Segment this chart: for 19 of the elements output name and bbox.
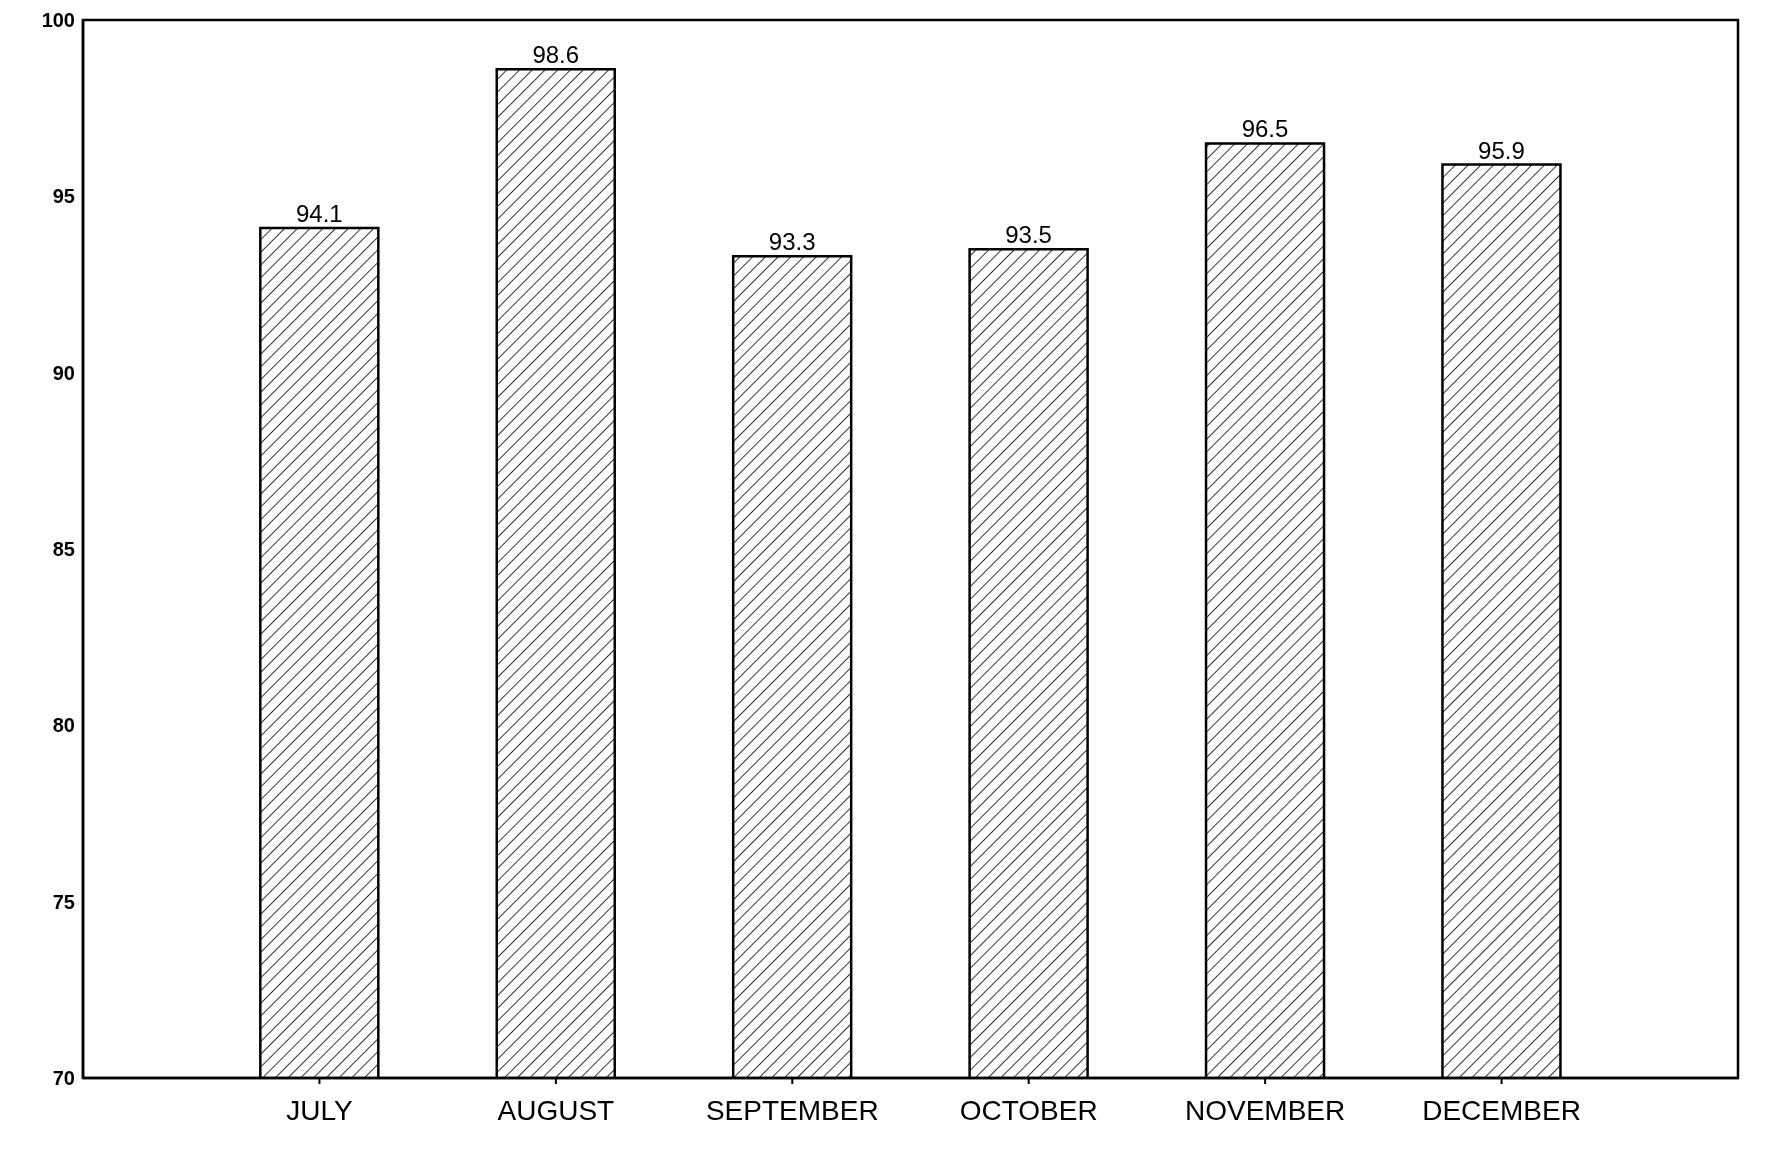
y-tick-label: 100: [41, 9, 75, 32]
data-label: 95.9: [1478, 136, 1525, 164]
data-label: 98.6: [532, 41, 580, 69]
data-label: 94.1: [295, 200, 343, 228]
x-tick-label: DECEMBER: [1422, 1094, 1581, 1126]
y-tick-label: 95: [52, 185, 75, 208]
x-tick-label: AUGUST: [497, 1094, 615, 1126]
data-label: 93.5: [1005, 221, 1052, 249]
y-tick-label: 80: [52, 714, 75, 737]
data-label: 93.3: [768, 228, 816, 256]
x-tick-label: OCTOBER: [959, 1094, 1098, 1126]
y-tick-label: 70: [52, 1067, 75, 1090]
data-label: 96.5: [1241, 115, 1289, 143]
y-tick-label: 85: [52, 538, 75, 561]
x-tick-label: NOVEMBER: [1185, 1094, 1346, 1126]
y-tick-label: 75: [52, 890, 75, 913]
x-tick-label: SEPTEMBER: [705, 1094, 879, 1126]
x-tick-label: JULY: [286, 1094, 353, 1126]
y-tick-label: 90: [52, 361, 75, 384]
